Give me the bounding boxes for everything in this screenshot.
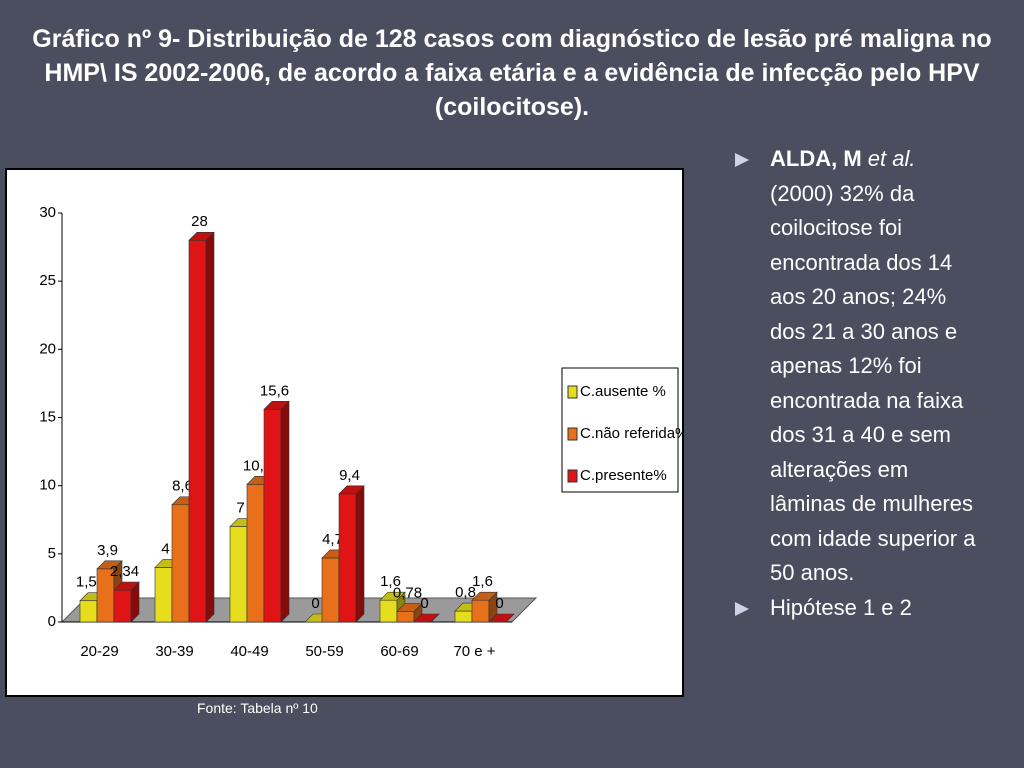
bar-top — [396, 603, 423, 612]
bar-top — [488, 613, 515, 623]
legend-swatch — [567, 427, 578, 441]
author: ALDA, M — [770, 146, 862, 171]
value-label: 1,6 — [472, 573, 493, 590]
y-tick-label: 15 — [39, 408, 56, 425]
bar — [379, 599, 398, 623]
legend-label: C.ausente % — [580, 383, 666, 400]
y-tick-label: 0 — [48, 613, 56, 630]
value-label: 0 — [420, 595, 428, 612]
bar-top — [379, 591, 406, 601]
x-tick-label: 60-69 — [380, 643, 418, 660]
et-al: et al. — [867, 146, 916, 171]
value-label: 0 — [495, 595, 503, 612]
value-label: 28 — [191, 213, 208, 230]
bar — [263, 409, 282, 623]
bar-top — [471, 591, 498, 601]
bar-top — [188, 231, 215, 241]
bar — [396, 611, 415, 623]
bullet-text: (2000) 32% da coilocitose foi encontrada… — [770, 180, 976, 586]
bar-top — [96, 560, 123, 570]
bar-top — [113, 581, 140, 591]
title: Gráfico nº 9- Distribuição de 128 casos … — [32, 25, 992, 121]
bar-top — [263, 401, 290, 410]
bar — [454, 610, 473, 623]
value-label: 8,6 — [172, 478, 193, 495]
value-label: 15,6 — [260, 382, 289, 399]
chart: 05101520253020-291,563,92,3430-3948,6284… — [5, 168, 684, 697]
bullets: ALDA, M et al. (2000) 32% da coilocitose… — [735, 142, 985, 625]
bar-top — [413, 613, 440, 623]
bar-top — [338, 485, 365, 495]
bar-side — [355, 485, 365, 623]
value-label: 2,34 — [110, 563, 139, 580]
value-label: 9,4 — [339, 467, 360, 484]
y-tick-label: 10 — [39, 477, 56, 494]
x-tick-label: 40-49 — [230, 643, 268, 660]
bar — [229, 526, 248, 623]
y-tick-label: 5 — [48, 545, 56, 562]
y-tick-label: 25 — [39, 272, 56, 289]
value-label: 7 — [236, 500, 244, 517]
legend-label: C.presente% — [580, 467, 667, 484]
bar — [246, 484, 265, 623]
value-label: 1,6 — [380, 573, 401, 590]
x-tick-label: 30-39 — [155, 643, 193, 660]
legend-swatch — [567, 469, 578, 483]
value-label: 0,78 — [393, 584, 422, 601]
x-tick-label: 70 e + — [453, 643, 495, 660]
x-tick-label: 20-29 — [80, 643, 118, 660]
legend-box — [561, 367, 679, 493]
bar — [471, 599, 490, 623]
source: Fonte: Tabela nº 10 — [197, 700, 318, 716]
bar — [171, 504, 190, 623]
value-label: 0,8 — [455, 584, 476, 601]
bar — [188, 239, 207, 623]
value-label: 4 — [161, 540, 169, 557]
bullet: Hipótese 1 e 2 — [735, 591, 985, 626]
value-label: 3,9 — [97, 542, 118, 559]
bar — [154, 567, 173, 623]
bar-side — [205, 231, 215, 623]
x-tick-label: 50-59 — [305, 643, 343, 660]
value-label: 0 — [311, 595, 319, 612]
bar-side — [280, 400, 290, 623]
legend-label: C.não referida% — [580, 425, 684, 442]
value-label: 4,7 — [322, 531, 343, 548]
bullet-text: Hipótese 1 e 2 — [770, 594, 912, 620]
bar — [113, 589, 132, 623]
legend-swatch — [567, 385, 578, 399]
bar — [79, 600, 98, 623]
bullet: ALDA, M et al. (2000) 32% da coilocitose… — [735, 142, 985, 591]
bar — [338, 493, 357, 623]
y-tick-label: 20 — [39, 340, 56, 357]
y-tick-label: 30 — [39, 204, 56, 221]
bullet-icon — [735, 601, 749, 616]
bar — [321, 557, 340, 623]
bullet-icon — [735, 153, 749, 167]
